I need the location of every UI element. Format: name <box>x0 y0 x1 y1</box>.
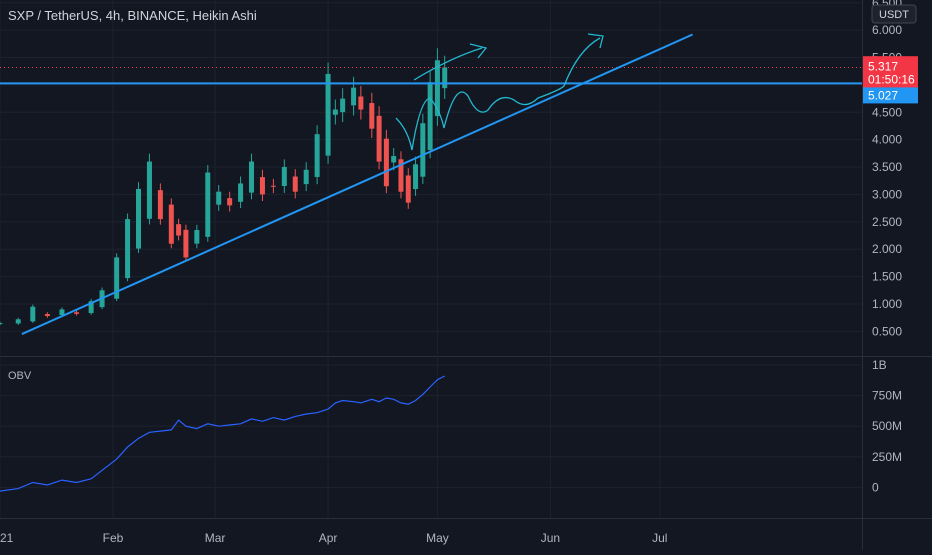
candle-body <box>369 103 375 129</box>
time-tick-label: Mar <box>205 531 226 545</box>
currency-button-label[interactable]: USDT <box>879 9 909 21</box>
candle-body <box>74 312 80 314</box>
candle-body <box>325 73 331 156</box>
time-tick-label: Jun <box>541 531 560 545</box>
obv-tick-label: 750M <box>872 389 902 403</box>
price-tick-label: 3.000 <box>872 187 902 201</box>
price-tick-label: 1.000 <box>872 297 902 311</box>
candle-body <box>427 82 433 150</box>
candle-body <box>391 156 397 163</box>
candle-body <box>351 87 357 106</box>
price-tick-label: 0.500 <box>872 324 902 338</box>
projection-arrow-1 <box>413 47 483 81</box>
candle-body <box>434 60 440 117</box>
candle-body <box>383 138 389 187</box>
candle-body <box>146 161 152 219</box>
candle-body <box>238 183 244 202</box>
candle-body <box>281 167 287 186</box>
obv-pane <box>0 375 445 492</box>
arrow-head-2 <box>587 33 604 49</box>
candle-body <box>136 188 142 249</box>
candle-body <box>227 198 233 206</box>
price-tick-label: 2.500 <box>872 215 902 229</box>
drawings <box>0 33 862 336</box>
candle-body <box>249 161 255 193</box>
candle-body <box>183 229 189 258</box>
candle-body <box>442 67 448 89</box>
trendline <box>21 33 693 336</box>
candle-body <box>15 319 21 324</box>
obv-tick-label: 500M <box>872 419 902 433</box>
candle-body <box>114 257 120 299</box>
time-tick-label: Feb <box>103 531 124 545</box>
candle-body <box>405 175 411 203</box>
obv-line <box>0 375 445 492</box>
currency-button[interactable]: USDT <box>871 4 917 24</box>
candle-body <box>303 169 309 185</box>
candle-body <box>259 177 265 195</box>
candle-body <box>88 301 94 314</box>
currency-button-frame[interactable] <box>871 4 917 24</box>
price-tick-label: 1.500 <box>872 270 902 284</box>
candle-body <box>358 96 364 110</box>
candle-body <box>413 164 419 190</box>
price-badge <box>863 58 918 75</box>
candle-body <box>194 230 200 244</box>
candle-body <box>59 309 65 316</box>
candle-body <box>0 323 3 325</box>
arrow-head-1 <box>469 43 488 59</box>
candle-body <box>376 115 382 162</box>
candle-body <box>420 123 426 177</box>
candle-body <box>30 306 36 322</box>
chart-title: SXP / TetherUS, 4h, BINANCE, Heikin Ashi <box>8 8 257 23</box>
price-badge-label: 01:50:16 <box>868 73 915 87</box>
price-tick-label: 4.500 <box>872 105 902 119</box>
price-badge <box>863 87 918 104</box>
projection-wave <box>395 37 601 151</box>
candle-body <box>205 172 211 237</box>
time-tick-label: 2021 <box>0 531 14 545</box>
obv-label: OBV <box>8 370 32 382</box>
candle-body <box>44 314 50 317</box>
candle-body <box>157 190 163 220</box>
time-tick-label: Apr <box>319 531 338 545</box>
candle-body <box>216 191 222 205</box>
axes: 0.500 1.000 1.500 2.000 2.500 3.000 3.500 4.000… <box>0 0 918 545</box>
price-tick-label: 2.000 <box>872 242 902 256</box>
obv-tick-label: 0 <box>872 480 879 494</box>
candle-body <box>398 159 404 192</box>
candle-body <box>292 176 298 192</box>
candle-body <box>168 204 174 244</box>
candle-body <box>314 134 320 177</box>
obv-tick-label: 1B <box>872 358 887 372</box>
candle-body <box>340 98 346 113</box>
price-badge-label: 5.027 <box>868 88 898 102</box>
candle-body <box>270 185 276 187</box>
candle-body <box>176 224 182 236</box>
time-tick-label: Jul <box>652 531 667 545</box>
obv-tick-label: 250M <box>872 450 902 464</box>
price-badge <box>863 71 918 88</box>
price-tick-label: 6.000 <box>872 23 902 37</box>
price-tick-label: 4.000 <box>872 133 902 147</box>
time-tick-label: May <box>426 531 449 545</box>
candle-body <box>332 109 338 115</box>
price-badge-label: 5.317 <box>868 60 898 74</box>
price-tick-label: 3.500 <box>872 160 902 174</box>
candle-body <box>125 219 131 279</box>
